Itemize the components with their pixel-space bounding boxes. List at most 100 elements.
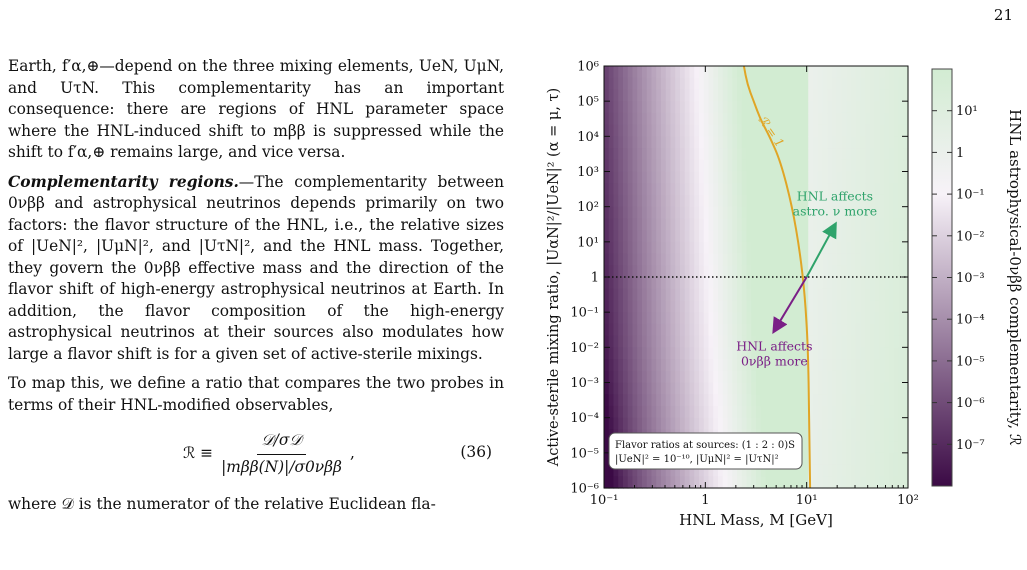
heatmap-cell	[798, 183, 805, 196]
heatmap-cell	[756, 464, 762, 477]
heatmap-cell	[694, 77, 700, 91]
heatmap-cell	[741, 171, 748, 184]
heatmap-cell	[775, 124, 781, 137]
heatmap-cell	[851, 370, 857, 384]
heatmap-cell	[865, 124, 871, 137]
heatmap-cell	[884, 300, 890, 313]
heatmap-cell	[689, 148, 695, 161]
heatmap-cell	[822, 66, 828, 79]
heatmap-cell	[604, 335, 610, 348]
heatmap-cell	[832, 464, 838, 477]
heatmap-cell	[822, 253, 828, 266]
heatmap-cell	[694, 253, 700, 266]
heatmap-cell	[661, 370, 667, 384]
heatmap-cell	[708, 394, 714, 407]
heatmap-cell	[756, 253, 762, 266]
heatmap-cell	[727, 476, 733, 489]
heatmap-cell	[889, 124, 895, 137]
equation-numerator: 𝒟/σ𝒟	[257, 430, 306, 455]
heatmap-cell	[865, 159, 871, 173]
heatmap-cell	[751, 382, 757, 395]
heatmap-cell	[699, 124, 705, 137]
heatmap-cell	[879, 183, 885, 196]
heatmap-cell	[713, 300, 719, 313]
heatmap-cell	[770, 206, 776, 219]
heatmap-cell	[779, 277, 786, 290]
heatmap-cell	[827, 312, 833, 325]
heatmap-cell	[903, 124, 909, 137]
heatmap-cell	[855, 148, 862, 161]
heatmap-cell	[822, 277, 828, 290]
heatmap-cell	[651, 417, 657, 430]
heatmap-cell	[661, 288, 667, 302]
heatmap-cell	[775, 265, 781, 278]
heatmap-cell	[646, 206, 653, 219]
heatmap-cell	[694, 394, 700, 407]
heatmap-cell	[794, 253, 800, 266]
heatmap-cell	[817, 253, 824, 266]
heatmap-cell	[832, 265, 838, 278]
heatmap-cell	[713, 277, 719, 290]
heatmap-cell	[770, 300, 776, 313]
heatmap-cell	[832, 148, 838, 161]
heatmap-cell	[789, 230, 795, 243]
heatmap-cell	[879, 218, 885, 231]
heatmap-cell	[803, 370, 809, 384]
heatmap-cell	[874, 77, 881, 91]
heatmap-cell	[822, 124, 828, 137]
heatmap-cell	[784, 265, 790, 278]
heatmap-cell	[832, 159, 838, 173]
heatmap-cell	[722, 300, 729, 313]
heatmap-cell	[718, 335, 724, 348]
heatmap-cell	[684, 112, 691, 126]
heatmap-cell	[860, 148, 866, 161]
heatmap-cell	[870, 183, 876, 196]
heatmap-cell	[689, 359, 695, 372]
heatmap-cell	[760, 77, 767, 91]
heatmap-cell	[846, 359, 852, 372]
y-tick-label: 10²	[577, 200, 599, 215]
heatmap-cell	[808, 159, 814, 173]
heatmap-cell	[689, 265, 695, 278]
heatmap-cell	[646, 265, 653, 278]
heatmap-cell	[670, 370, 676, 384]
heatmap-cell	[713, 464, 719, 477]
heatmap-cell	[623, 124, 629, 137]
heatmap-cell	[632, 148, 638, 161]
colorbar-tick-label: 10⁻⁶	[956, 396, 985, 411]
heatmap-cell	[827, 136, 833, 149]
heatmap-cell	[751, 347, 757, 360]
heatmap-cell	[836, 218, 843, 231]
heatmap-cell	[860, 206, 866, 219]
heatmap-cell	[642, 77, 648, 91]
heatmap-cell	[751, 148, 757, 161]
heatmap-cell	[751, 335, 757, 348]
heatmap-cell	[627, 159, 634, 173]
heatmap-cell	[765, 124, 771, 137]
heatmap-cell	[765, 230, 771, 243]
heatmap-cell	[865, 417, 871, 430]
heatmap-cell	[675, 417, 681, 430]
heatmap-cell	[794, 312, 800, 325]
heatmap-cell	[832, 347, 838, 360]
heatmap-cell	[775, 171, 781, 184]
heatmap-cell	[822, 265, 828, 278]
heatmap-cell	[884, 323, 890, 337]
heatmap-cell	[718, 101, 724, 114]
heatmap-cell	[689, 171, 695, 184]
heatmap-cell	[779, 136, 786, 149]
heatmap-cell	[623, 66, 629, 79]
heatmap-cell	[784, 241, 790, 255]
heatmap-cell	[898, 405, 904, 419]
heatmap-cell	[642, 183, 648, 196]
heatmap-cell	[608, 394, 615, 407]
heatmap-cell	[751, 230, 757, 243]
heatmap-cell	[741, 382, 748, 395]
heatmap-cell	[855, 218, 862, 231]
heatmap-cell	[684, 335, 691, 348]
heatmap-cell	[898, 417, 904, 430]
heatmap-cell	[627, 370, 634, 384]
heatmap-cell	[737, 277, 743, 290]
heatmap-cell	[879, 300, 885, 313]
heatmap-cell	[727, 347, 733, 360]
